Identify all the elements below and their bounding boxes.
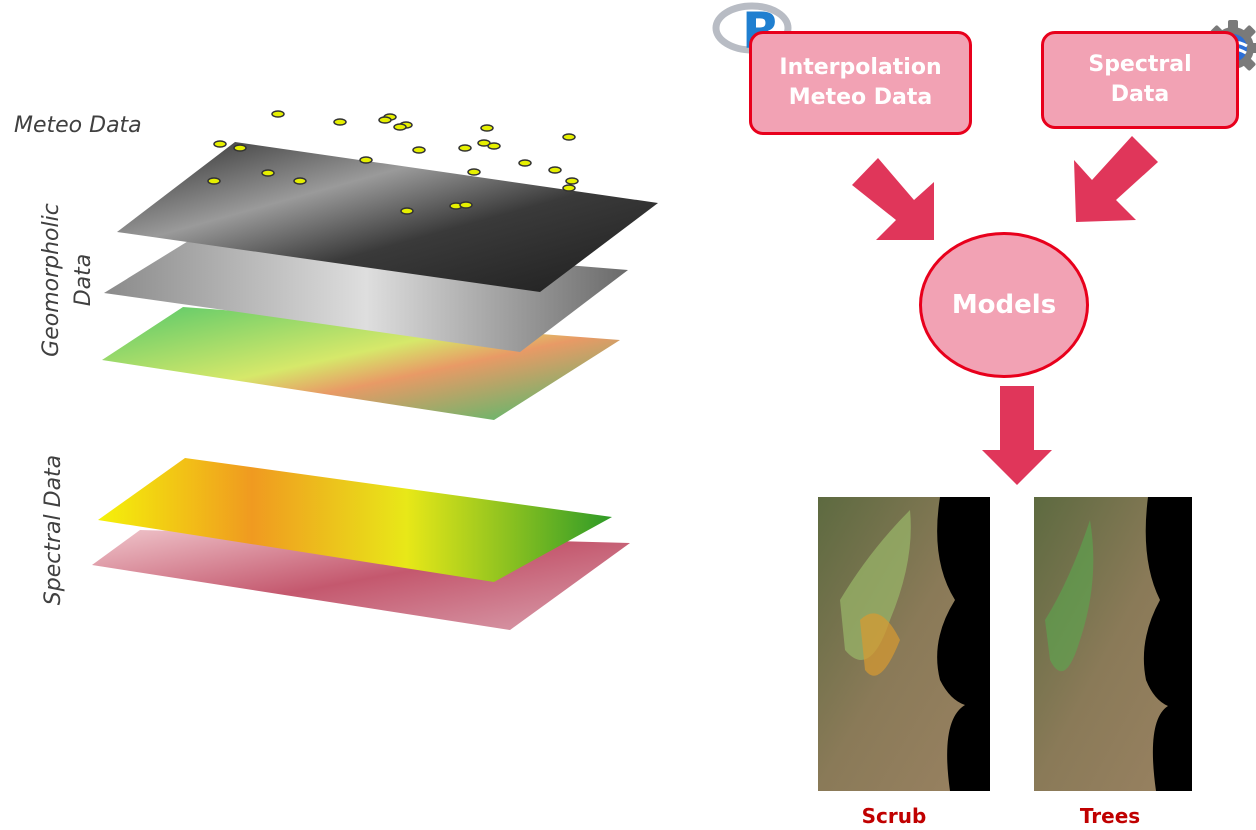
dark-geomorphic-layer bbox=[117, 142, 658, 292]
interpolation-line2: Meteo Data bbox=[788, 85, 933, 110]
scrub-caption: Scrub bbox=[861, 804, 927, 828]
flow-arrows bbox=[852, 136, 1158, 485]
arrow-spectral-to-models bbox=[1074, 136, 1158, 222]
spectral-data-label: Spectral Data bbox=[41, 454, 66, 606]
geomorphic-data-label: Geomorpholic Data bbox=[36, 190, 100, 370]
interpolation-line1: Interpolation bbox=[779, 55, 942, 80]
models-ellipse: Models bbox=[919, 232, 1089, 378]
arrow-interp-to-models bbox=[852, 158, 934, 240]
spectral-data-box: Spectral Data bbox=[1041, 31, 1239, 129]
geomorphic-label-line2: Data bbox=[71, 253, 96, 307]
trees-caption: Trees bbox=[1079, 804, 1141, 828]
spectral-box-line2: Data bbox=[1110, 82, 1170, 107]
scrub-map-image bbox=[818, 497, 990, 791]
arrow-models-to-outputs bbox=[982, 386, 1052, 485]
yellow-spectral-layer bbox=[98, 458, 612, 582]
meteo-data-label: Meteo Data bbox=[14, 113, 142, 138]
trees-map-image bbox=[1034, 497, 1192, 791]
geomorphic-label-line1: Geomorpholic bbox=[39, 203, 64, 357]
interpolation-meteo-box: Interpolation Meteo Data bbox=[749, 31, 972, 135]
meteo-station-points bbox=[207, 110, 579, 215]
spectral-box-line1: Spectral bbox=[1088, 52, 1192, 77]
